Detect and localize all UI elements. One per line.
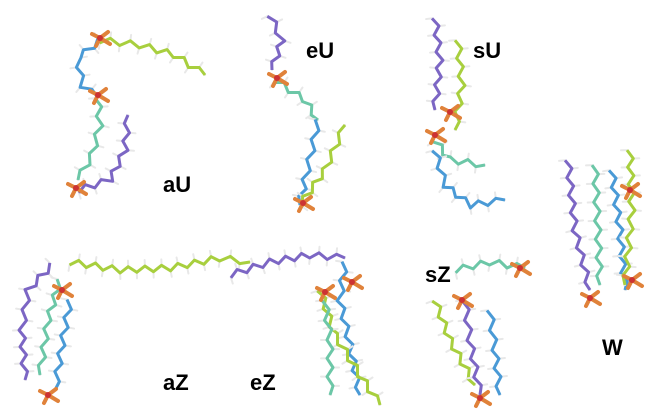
label-eU: eU [306,38,335,63]
eU-head-2 [293,195,315,213]
sU-chain-purple [425,17,450,111]
label-W: W [602,335,623,360]
sZ-head-1 [510,260,532,278]
eU-chain-lime [296,124,347,212]
eZ-head-1 [342,274,364,292]
sZ-chain-lime [425,299,476,387]
aZ-head-1 [52,282,74,300]
label-sU: sU [473,38,502,63]
sU-chain-blue [425,149,506,215]
W-chain-lime [615,149,642,286]
eZ-chain-lime [310,289,384,406]
aU-chain-lime [97,31,207,76]
aZ-head-2 [38,387,60,405]
aZ-chain-blue [47,297,79,391]
eZ-chain-teal [315,299,340,396]
eZ-head-2 [315,284,337,302]
eU-head-1 [267,70,289,88]
aU-head-1 [88,87,110,105]
eZ-chain-purple [229,245,346,285]
aU-chain-teal [73,97,110,181]
aZ-chain-lime [67,249,251,280]
aU-head-3 [90,30,112,48]
aZ-chain-purple [12,257,54,381]
label-aU: aU [163,172,192,197]
W-head-3 [622,272,644,290]
eU-chain-purple [260,15,292,71]
aU-chain-blue [69,32,100,99]
label-sZ: sZ [425,262,451,287]
sZ-head-2 [470,390,492,408]
W-chain-teal [585,164,610,286]
eU-chain-teal [269,76,319,122]
W-chain-purple [558,159,596,291]
sU-head-1 [425,127,447,145]
label-aZ: aZ [163,370,189,395]
eU-chain-blue [291,117,326,206]
aZ-chain-teal [31,276,68,376]
aU-chain-purple [77,114,137,200]
sZ-head-3 [452,292,474,310]
W-head-1 [620,182,642,200]
W-chain-blue [602,169,635,291]
W-head-2 [580,290,602,308]
sZ-chain-blue [480,309,508,396]
label-eZ: eZ [250,370,276,395]
eZ-chain-blue [330,259,367,396]
sU-head-2 [440,104,462,122]
aU-head-2 [66,180,88,198]
